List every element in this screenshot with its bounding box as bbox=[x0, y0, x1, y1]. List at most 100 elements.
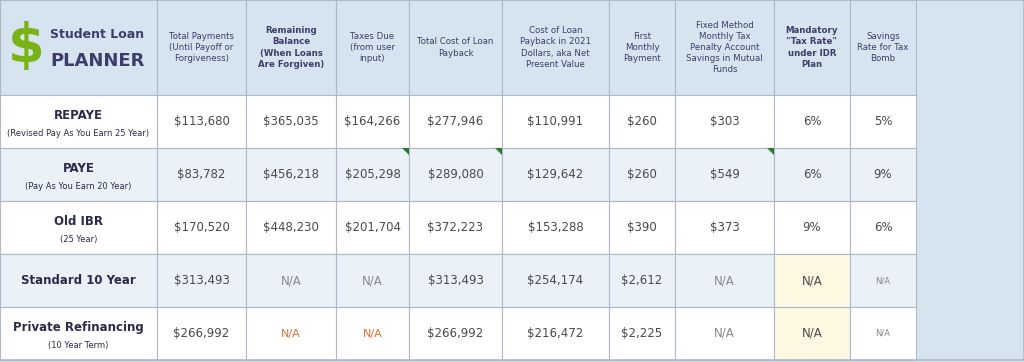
Text: $: $ bbox=[8, 21, 45, 73]
Text: Total Payments
(Until Payoff or
Forgiveness): Total Payments (Until Payoff or Forgiven… bbox=[169, 32, 234, 63]
Bar bbox=[774, 148, 850, 201]
Text: $372,223: $372,223 bbox=[427, 221, 483, 234]
Bar bbox=[774, 95, 850, 148]
Bar bbox=[850, 307, 916, 360]
Bar bbox=[0, 148, 157, 201]
Bar bbox=[850, 0, 916, 95]
Bar bbox=[502, 201, 609, 254]
Text: N/A: N/A bbox=[714, 327, 735, 340]
Bar bbox=[502, 254, 609, 307]
Text: $365,035: $365,035 bbox=[263, 115, 318, 128]
Text: $549: $549 bbox=[710, 168, 739, 181]
Polygon shape bbox=[402, 148, 409, 155]
Bar bbox=[609, 148, 675, 201]
Text: Old IBR: Old IBR bbox=[54, 215, 103, 228]
Bar bbox=[336, 0, 409, 95]
Text: N/A: N/A bbox=[362, 274, 383, 287]
Text: First
Monthly
Payment: First Monthly Payment bbox=[624, 32, 660, 63]
Text: PLANNER: PLANNER bbox=[50, 52, 144, 70]
Text: $110,991: $110,991 bbox=[527, 115, 584, 128]
Text: $289,080: $289,080 bbox=[428, 168, 483, 181]
Bar bbox=[850, 95, 916, 148]
Bar bbox=[502, 307, 609, 360]
Bar bbox=[774, 307, 850, 360]
Bar bbox=[774, 0, 850, 95]
Text: REPAYE: REPAYE bbox=[54, 109, 103, 122]
Text: $313,493: $313,493 bbox=[428, 274, 483, 287]
Text: $456,218: $456,218 bbox=[263, 168, 319, 181]
Text: N/A: N/A bbox=[802, 327, 822, 340]
Text: (10 Year Term): (10 Year Term) bbox=[48, 341, 109, 350]
Bar bbox=[774, 201, 850, 254]
Bar bbox=[609, 0, 675, 95]
Bar bbox=[609, 95, 675, 148]
Bar bbox=[502, 148, 609, 201]
Text: N/A: N/A bbox=[876, 329, 891, 338]
Text: $83,782: $83,782 bbox=[177, 168, 225, 181]
Bar bbox=[157, 148, 246, 201]
Text: PAYE: PAYE bbox=[62, 162, 94, 174]
Bar bbox=[609, 307, 675, 360]
Text: $201,704: $201,704 bbox=[344, 221, 400, 234]
Text: Taxes Due
(from user
input): Taxes Due (from user input) bbox=[350, 32, 395, 63]
Bar bbox=[336, 254, 409, 307]
Text: $448,230: $448,230 bbox=[263, 221, 318, 234]
Text: 6%: 6% bbox=[803, 168, 821, 181]
Bar bbox=[675, 148, 774, 201]
Bar bbox=[157, 201, 246, 254]
Text: $113,680: $113,680 bbox=[173, 115, 229, 128]
Text: Standard 10 Year: Standard 10 Year bbox=[22, 274, 136, 287]
Bar bbox=[336, 201, 409, 254]
Bar bbox=[246, 95, 336, 148]
Text: Total Cost of Loan
Payback: Total Cost of Loan Payback bbox=[418, 37, 494, 58]
Bar bbox=[246, 148, 336, 201]
Text: Fixed Method
Monthly Tax
Penalty Account
Savings in Mutual
Funds: Fixed Method Monthly Tax Penalty Account… bbox=[686, 21, 763, 74]
Text: $254,174: $254,174 bbox=[527, 274, 584, 287]
Text: $303: $303 bbox=[710, 115, 739, 128]
Text: $277,946: $277,946 bbox=[427, 115, 483, 128]
Bar bbox=[502, 95, 609, 148]
Text: $260: $260 bbox=[627, 115, 657, 128]
Bar bbox=[850, 148, 916, 201]
Text: (Revised Pay As You Earn 25 Year): (Revised Pay As You Earn 25 Year) bbox=[7, 129, 150, 138]
Text: Savings
Rate for Tax
Bomb: Savings Rate for Tax Bomb bbox=[857, 32, 908, 63]
Bar bbox=[850, 201, 916, 254]
Text: Remaining
Balance
(When Loans
Are Forgiven): Remaining Balance (When Loans Are Forgiv… bbox=[258, 26, 325, 69]
Bar bbox=[502, 0, 609, 95]
Bar bbox=[675, 254, 774, 307]
Text: $2,225: $2,225 bbox=[622, 327, 663, 340]
Bar bbox=[609, 201, 675, 254]
Bar bbox=[409, 254, 502, 307]
Bar bbox=[850, 254, 916, 307]
Text: 9%: 9% bbox=[803, 221, 821, 234]
Text: Private Refinancing: Private Refinancing bbox=[13, 321, 144, 334]
Text: $260: $260 bbox=[627, 168, 657, 181]
Bar bbox=[409, 201, 502, 254]
Bar bbox=[409, 148, 502, 201]
Bar bbox=[409, 95, 502, 148]
Text: (Pay As You Earn 20 Year): (Pay As You Earn 20 Year) bbox=[26, 182, 132, 191]
Bar bbox=[774, 254, 850, 307]
Text: $170,520: $170,520 bbox=[173, 221, 229, 234]
Bar bbox=[675, 95, 774, 148]
Bar bbox=[675, 0, 774, 95]
Text: N/A: N/A bbox=[282, 328, 301, 338]
Bar bbox=[609, 254, 675, 307]
Text: Student Loan: Student Loan bbox=[50, 28, 144, 41]
Text: $164,266: $164,266 bbox=[344, 115, 400, 128]
Bar bbox=[157, 307, 246, 360]
Text: 9%: 9% bbox=[873, 168, 892, 181]
Text: N/A: N/A bbox=[876, 276, 891, 285]
Text: Mandatory
"Tax Rate"
under IDR
Plan: Mandatory "Tax Rate" under IDR Plan bbox=[785, 26, 839, 69]
Text: $266,992: $266,992 bbox=[173, 327, 229, 340]
Bar bbox=[336, 95, 409, 148]
Bar bbox=[246, 201, 336, 254]
Bar bbox=[409, 307, 502, 360]
Text: Cost of Loan
Payback in 2021
Dollars, aka Net
Present Value: Cost of Loan Payback in 2021 Dollars, ak… bbox=[520, 26, 591, 69]
Bar bbox=[246, 254, 336, 307]
Text: $266,992: $266,992 bbox=[427, 327, 483, 340]
Bar bbox=[336, 307, 409, 360]
Bar bbox=[246, 0, 336, 95]
Text: N/A: N/A bbox=[714, 274, 735, 287]
Text: $129,642: $129,642 bbox=[527, 168, 584, 181]
